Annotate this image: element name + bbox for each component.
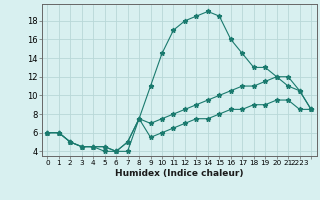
X-axis label: Humidex (Indice chaleur): Humidex (Indice chaleur) [115,169,244,178]
